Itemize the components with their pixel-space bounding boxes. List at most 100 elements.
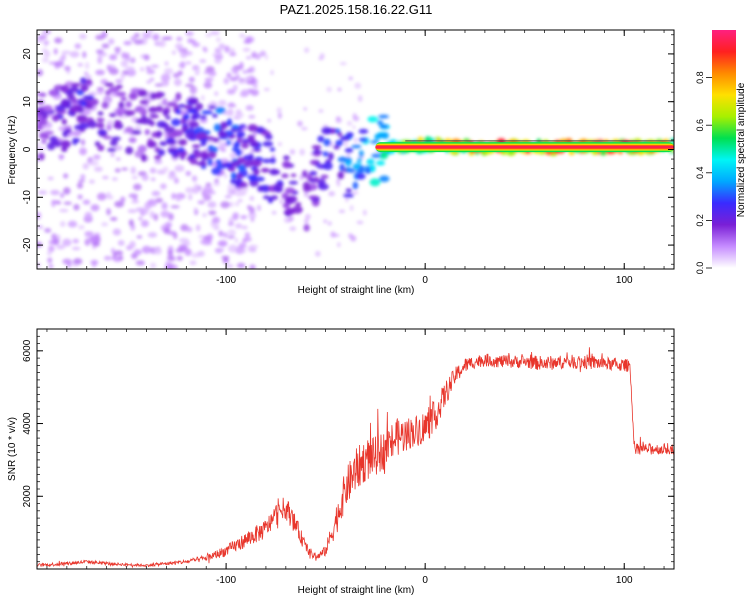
spectrogram-cell [200,164,207,170]
spectrogram-cell [184,131,196,139]
spectrogram-cell [215,106,226,114]
spectrogram-cell [41,57,49,63]
spectrogram-cell [204,77,214,81]
spectrogram-x-tick-label: -100 [216,275,236,286]
spectrogram-cell [95,49,104,54]
spectrogram-cell [175,108,182,115]
spectrogram-cell [110,152,115,158]
spectrogram-cell [378,114,390,119]
spectrogram-cell [101,222,109,227]
spectrogram-cell [227,244,238,253]
spectrogram-cell [49,136,58,143]
spectrogram-cell [109,54,118,61]
spectrogram-cell [172,129,184,137]
spectrogram-cell [220,158,229,163]
spectrogram-cell [59,154,64,161]
spectrogram-cell [137,89,148,98]
spectrogram-cell [181,151,188,156]
spectrogram-cell [163,227,171,235]
spectrogram-cell [269,147,276,152]
spectrogram-cell [126,68,137,77]
spectrogram-cell [213,123,221,132]
spectrogram-cell [241,225,248,230]
spectrogram-cell [212,53,218,57]
spectrogram-cell [265,54,269,61]
spectrogram-cell [172,72,180,79]
spectrogram-cell [231,124,240,130]
spectrogram-cell [50,189,60,196]
spectrogram-cell [309,170,318,176]
colorbar-tick-label: 0.2 [695,214,705,227]
spectrogram-cell [223,173,228,179]
spectrogram-cell [275,186,283,193]
spectrogram-cell [167,255,175,262]
spectrogram-cell [174,165,185,172]
spectrogram-cell [200,239,208,245]
spectrogram-cell [279,199,283,204]
spectrogram-y-tick-label: 0 [22,146,33,152]
spectrogram-x-tick-label: 0 [422,275,428,286]
spectrogram-cell [345,188,352,193]
spectrogram-cell [351,144,362,149]
spectrogram-cell [144,201,152,210]
spectrogram-cell [248,66,255,73]
colorbar-tick-label: 0.6 [695,119,705,132]
snr-x-tick-label: 0 [422,575,428,586]
snr-y-tick-label: 6000 [22,339,33,362]
spectrogram-cell [211,167,222,176]
spectrogram-cell [82,95,92,101]
spectrogram-cell [337,171,345,180]
spectrogram-cell [151,190,161,197]
spectrogram-cell [174,177,179,184]
spectrogram-cell [295,202,302,207]
spectrogram-cell [42,30,48,37]
spectrogram-cell [121,51,127,59]
spectrogram-cell [61,146,68,153]
spectrogram-cell [81,101,87,107]
spectrogram-cell [64,65,71,71]
spectrogram-cell [241,249,247,253]
spectrogram-cell [165,36,173,41]
spectrogram-cell [214,91,219,96]
spectrogram-cell [128,209,135,213]
spectrogram-cell [106,64,112,71]
spectrogram-cell [328,152,334,161]
spectrogram-cell [254,53,261,60]
spectrogram-cell [356,220,364,225]
spectrogram-cell [79,147,87,156]
spectrogram-cell [226,88,236,95]
spectrogram-cell [71,82,82,87]
spectrogram-cell [241,142,249,149]
spectrogram-cell [164,68,174,75]
spectrogram-cell [247,204,252,210]
spectrogram-cell [71,137,78,146]
spectrogram-cell [96,192,107,201]
spectrogram-cell [157,148,166,156]
spectrogram-cell [336,180,341,187]
spectrogram-cell [110,216,118,221]
spectrogram-cell [190,94,196,99]
spectrogram-cell [113,123,120,129]
spectrogram-cell [257,185,264,192]
spectrogram-cell [165,115,171,120]
spectrogram-cell [133,249,142,256]
spectrogram-cell [312,152,321,157]
spectrogram-cell [245,105,254,111]
spectrogram-cell [73,204,80,211]
spectrogram-cell [139,67,145,72]
spectrogram-cell [242,191,247,196]
spectrogram-cell [252,168,260,176]
spectrogram-cell [88,179,95,184]
spectrogram-cell [62,84,69,92]
spectrogram-cell [113,250,124,256]
spectrogram-x-label: Height of straight line (km) [298,285,415,296]
spectrogram-cell [272,169,281,175]
spectrogram-cell [322,162,333,171]
spectrogram-cell [194,72,199,76]
spectrogram-cell [236,131,246,139]
spectrogram-cell [207,158,213,167]
spectrogram-cell [164,61,169,66]
colorbar-tick-label: 0.8 [695,71,705,84]
spectrogram-cell [213,181,221,187]
